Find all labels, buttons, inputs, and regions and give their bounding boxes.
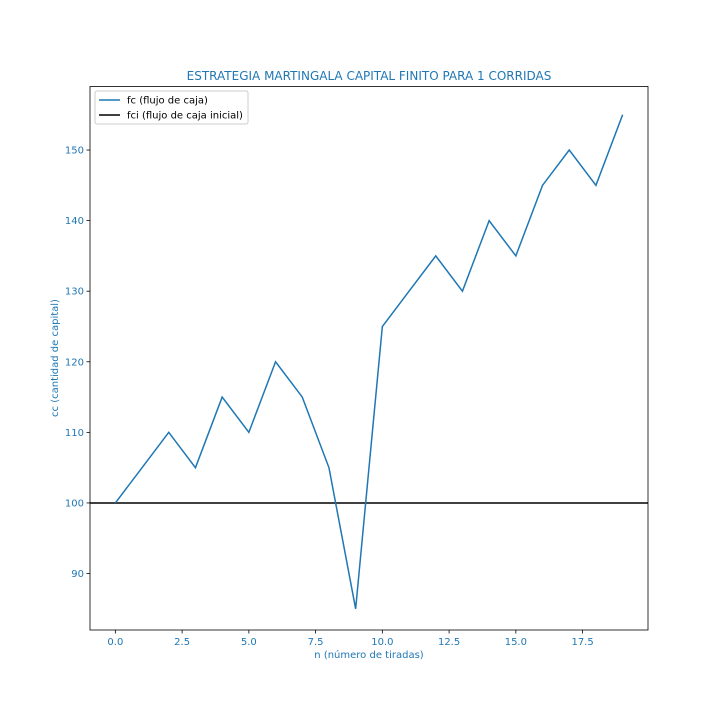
y-tick-label: 120 [65,357,84,368]
legend-label-fc: fc (flujo de caja) [127,96,208,107]
series-line-fc [114,114,624,609]
x-tick-label: 5.0 [241,637,257,648]
x-tick-label: 15.0 [505,637,527,648]
y-tick-label: 110 [65,428,84,439]
legend: fc (flujo de caja) fci (flujo de caja in… [94,90,249,125]
axes-frame [89,86,649,631]
y-tick-label: 130 [65,287,84,298]
legend-box [94,90,249,125]
legend-label-fci: fci (flujo de caja inicial) [127,111,243,122]
y-tick-label: 140 [65,216,84,227]
plot-layer [90,114,648,609]
x-tick-label: 7.5 [308,637,324,648]
y-tick-label: 90 [71,569,84,580]
ticks-layer: 0.0 2.5 5.0 7.5 10.0 12.5 15.0 17.5 90 100 110 120 1… [65,146,594,648]
x-tick-label: 10.0 [371,637,393,648]
chart-title: ESTRATEGIA MARTINGALA CAPITAL FINITO PAR… [187,69,552,83]
x-axis-label: n (número de tiradas) [314,649,423,661]
y-tick-label: 150 [65,146,84,157]
x-tick-label: 17.5 [571,637,593,648]
y-tick-label: 100 [65,498,84,509]
x-tick-label: 2.5 [174,637,190,648]
x-tick-label: 12.5 [438,637,460,648]
x-tick-label: 0.0 [107,637,123,648]
y-axis-label: cc (cantidad de capital) [50,299,61,417]
